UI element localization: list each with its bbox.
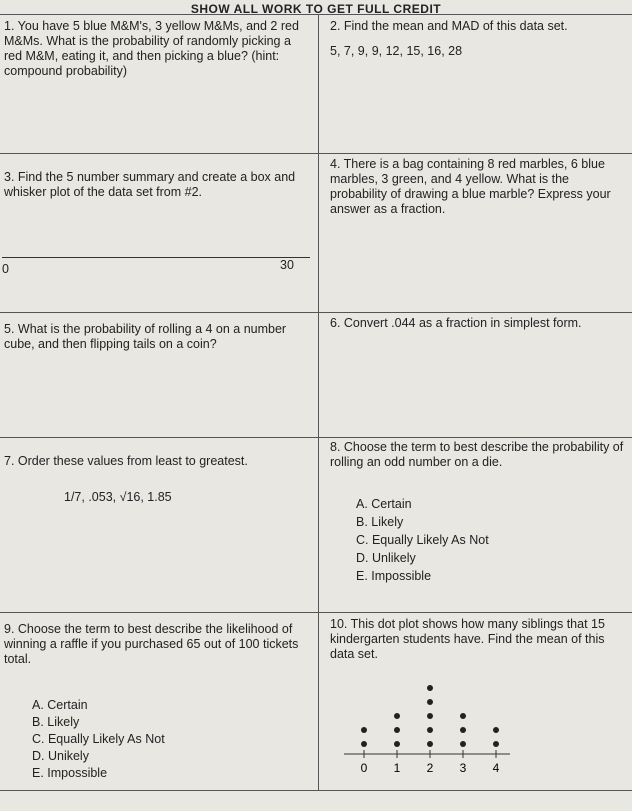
number-line (2, 257, 310, 258)
dot (394, 713, 400, 719)
dot-plot: 0 1 2 3 4 (344, 685, 510, 772)
dot (361, 741, 367, 747)
dot (460, 741, 466, 747)
problem: 1. You have 5 blue M&M's, 3 yellow M&Ms,… (4, 19, 299, 78)
dot (427, 699, 433, 705)
choices: A. Certain B. Likely C. Equally Likely As … (356, 495, 489, 585)
problem: 9. Choose the term to best describe the … (4, 622, 299, 666)
choice: C. Equally Likely As Not (32, 732, 165, 746)
choices: A. Certain B. Likely C. Equally Likely As … (32, 697, 165, 782)
problem: 3. Find the 5 number summary and create … (4, 170, 296, 199)
problem: 4. There is a bag containing 8 red marbl… (330, 157, 611, 216)
choice: B. Likely (356, 515, 404, 529)
tick-label: 4 (493, 761, 500, 772)
choice: C. Equally Likely As Not (356, 533, 489, 547)
problem: 5. What is the probability of rolling a … (4, 322, 287, 351)
problem: 2. Find the mean and MAD of this data se… (330, 19, 568, 33)
choice: D. Unikely (32, 749, 89, 763)
tick-label: 2 (427, 761, 434, 772)
dot (361, 727, 367, 733)
dot (427, 741, 433, 747)
rule (0, 312, 632, 313)
tick-label: 0 (361, 761, 368, 772)
problem: 8. Choose the term to best describe the … (330, 440, 624, 469)
dot (460, 727, 466, 733)
dot (427, 713, 433, 719)
dot (493, 741, 499, 747)
problem: 6. Convert .044 as a fraction in simples… (330, 316, 582, 330)
choice: B. Likely (32, 715, 80, 729)
dot (427, 727, 433, 733)
dot (394, 727, 400, 733)
rule (0, 612, 632, 613)
choice: D. Unlikely (356, 551, 416, 565)
choice: E. Impossible (32, 766, 108, 780)
number-line-label: 0 (2, 262, 9, 276)
data-set: 5, 7, 9, 9, 12, 15, 16, 28 (330, 44, 463, 58)
rule (318, 14, 319, 790)
number-line-label: 30 (280, 258, 294, 272)
problem: 7. Order these values from least to grea… (4, 454, 248, 468)
dot (460, 713, 466, 719)
choice: A. Certain (356, 497, 412, 511)
problem: 10. This dot plot shows how many sibling… (330, 617, 605, 661)
values: 1/7, .053, √16, 1.85 (64, 490, 172, 504)
dot (493, 727, 499, 733)
rule (0, 437, 632, 438)
rule (0, 153, 632, 154)
tick-label: 1 (394, 761, 401, 772)
header-title: SHOW ALL WORK TO GET FULL CREDIT (190, 2, 442, 16)
tick-label: 3 (460, 761, 467, 772)
dot (394, 741, 400, 747)
choice: E. Impossible (356, 569, 432, 583)
choice: A. Certain (32, 698, 88, 712)
dot (427, 685, 433, 691)
rule (0, 14, 632, 15)
rule (0, 790, 632, 791)
